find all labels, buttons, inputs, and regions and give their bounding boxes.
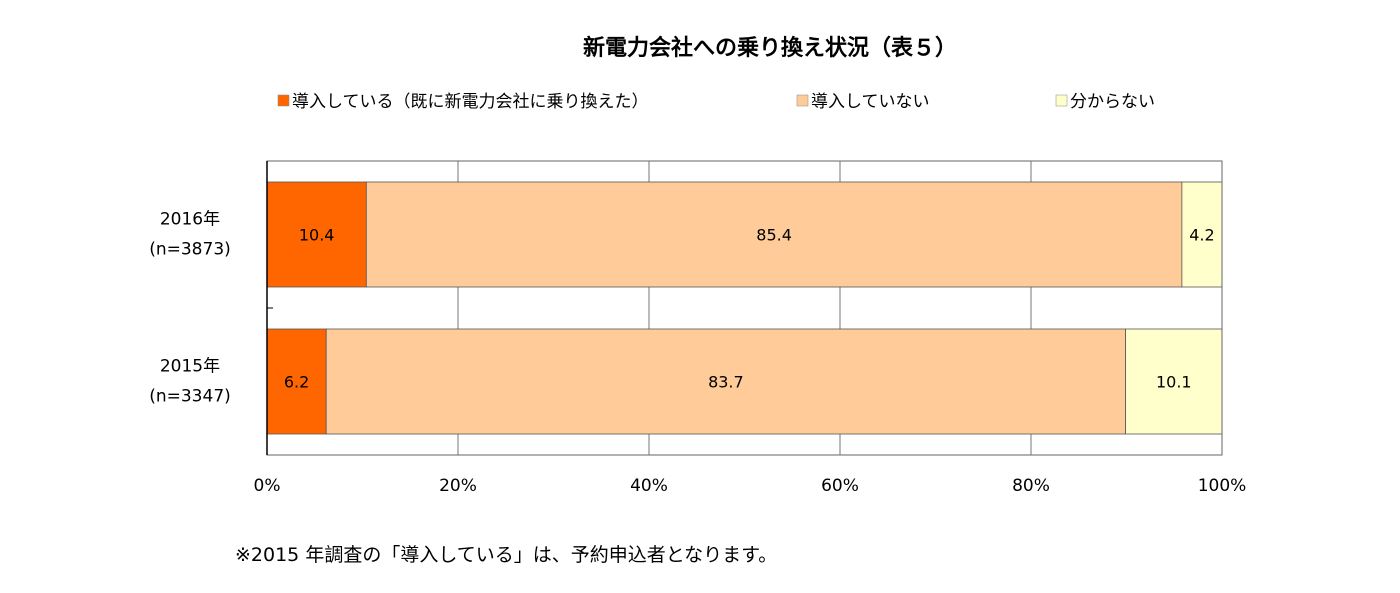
legend-swatch [1055,94,1068,107]
bar-segment [365,181,1183,288]
data-label: 85.4 [756,226,792,245]
legend-label: 分からない [1070,92,1155,112]
bar-segment [325,328,1126,435]
bar-segment [1125,328,1223,435]
legend: 導入している（既に新電力会社に乗り換えた） 導入していない 分からない [277,92,1155,112]
data-label: 6.2 [284,373,309,392]
x-tick-label: 80% [1012,476,1050,496]
legend-label: 導入している（既に新電力会社に乗り換えた） [292,92,649,112]
category-label: 2016年 [160,210,220,230]
x-tick-label: 0% [254,476,281,496]
x-tick-label: 100% [1198,476,1247,496]
data-label: 10.4 [299,226,335,245]
category-sample-size: (n=3873) [149,240,231,260]
legend-swatch [796,94,809,107]
data-label: 10.1 [1156,373,1192,392]
bar-segment [266,328,327,435]
chart-title: 新電力会社への乗り換え状況（表５） [583,35,957,61]
legend-swatch [277,94,290,107]
legend-label: 導入していない [811,92,930,112]
x-tick-label: 20% [439,476,477,496]
category-label: 2015年 [160,357,220,377]
data-label: 83.7 [708,373,744,392]
bar-segment [1181,181,1223,288]
footnote: ※2015 年調査の「導入している」は、予約申込者となります。 [235,544,777,566]
plot-area: 0% 20% 40% 60% 80% 100% 10.4 85.4 4.2 2016年 (n=387… [149,160,1247,496]
data-label: 4.2 [1189,226,1214,245]
x-tick-label: 60% [821,476,859,496]
category-sample-size: (n=3347) [149,387,231,407]
x-tick-label: 40% [630,476,668,496]
